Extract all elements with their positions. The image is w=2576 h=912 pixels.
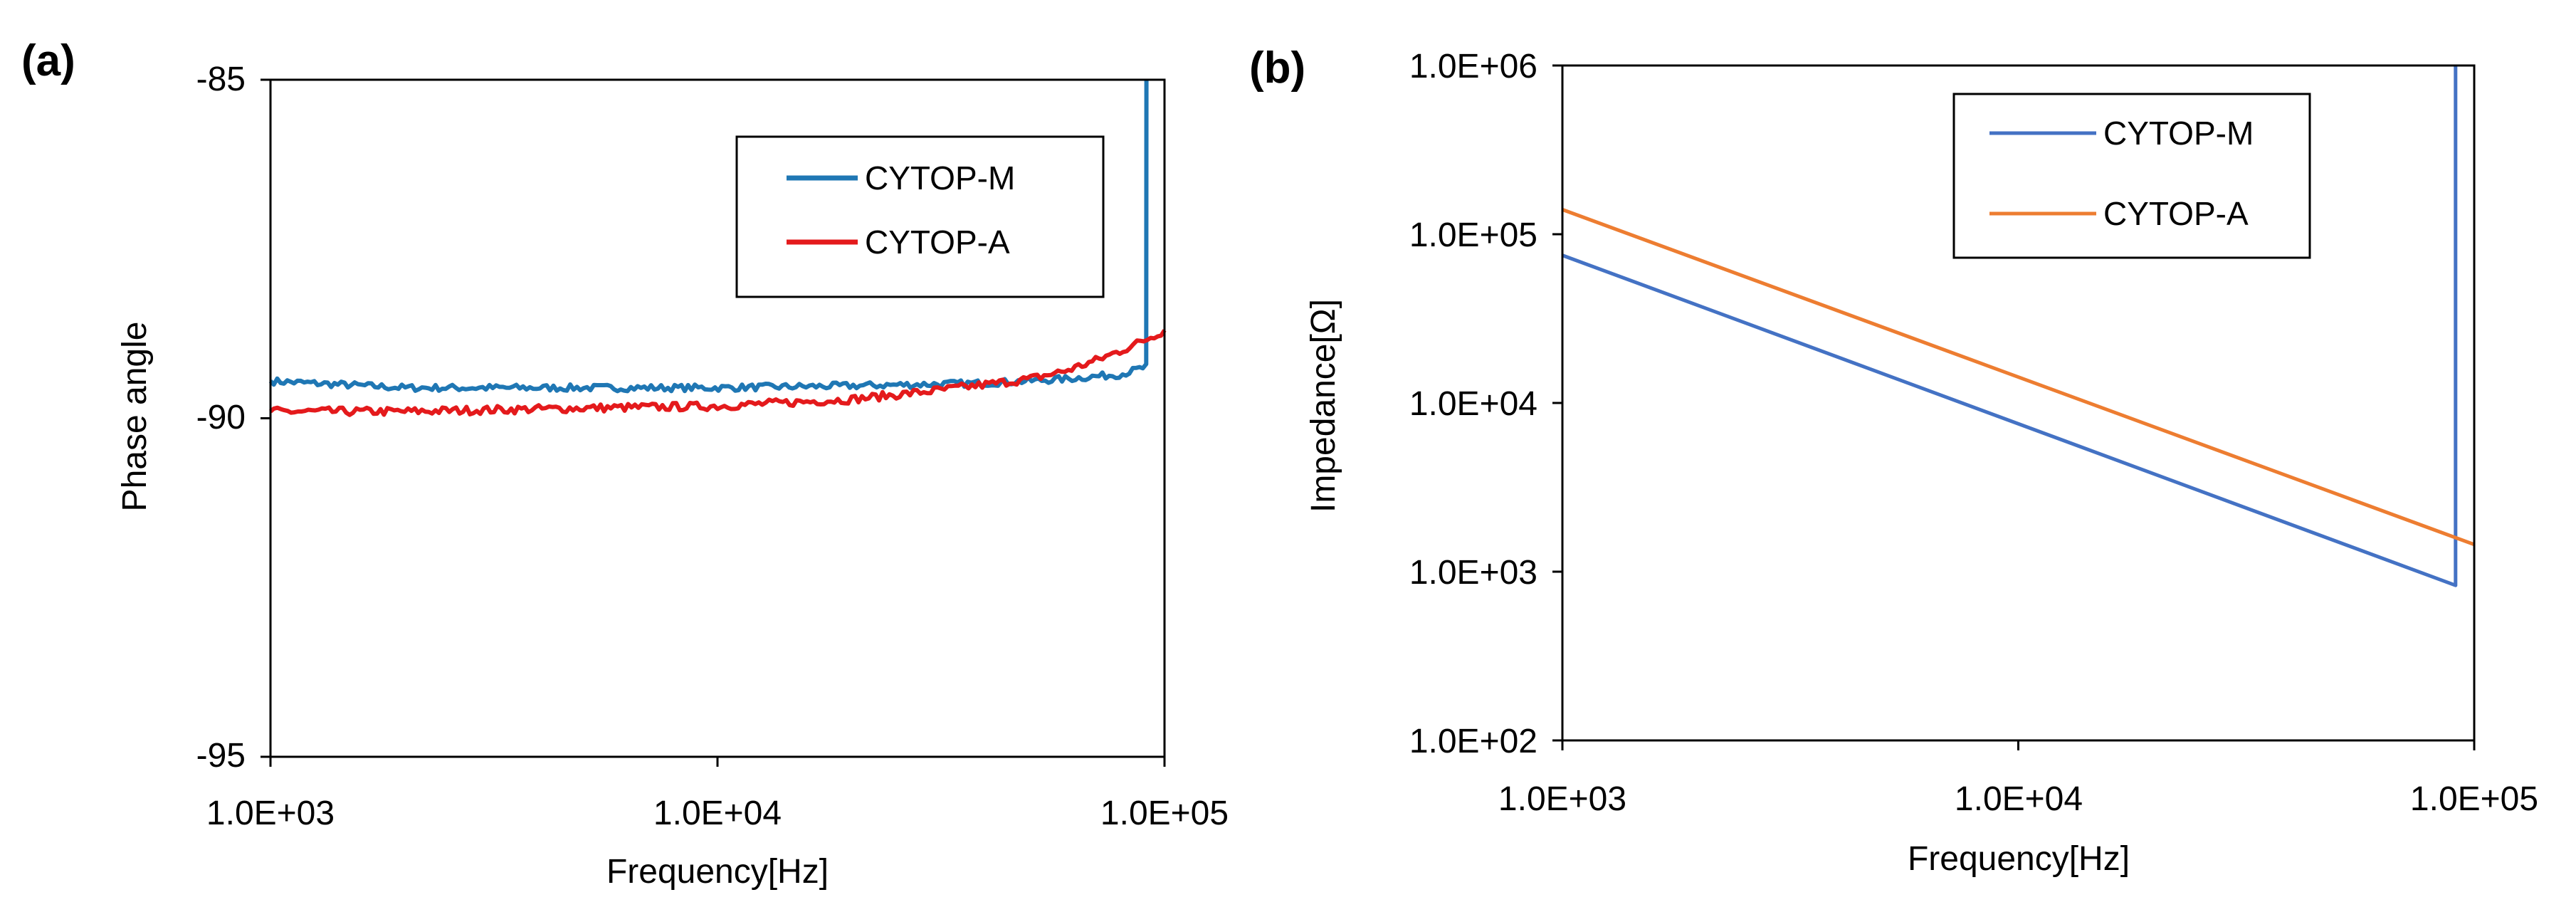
y-axis-label: Phase angle [116,322,154,512]
legend-box [1952,93,2311,259]
x-tick-label: 1.0E+05 [2410,780,2538,818]
x-tick-labels: 1.0E+03 1.0E+04 1.0E+05 [1498,780,2538,818]
y-tick-label: -85 [196,61,246,98]
y-axis-label: Impedance[Ω] [1305,299,1342,513]
series-line-cytop-a [269,329,1167,417]
x-axis-label: Frequency[Hz] [606,853,829,891]
x-tick-label: 1.0E+05 [1100,795,1229,832]
series-group [268,79,1167,417]
series-group [1562,65,2475,587]
x-axis-label: Frequency[Hz] [1908,840,2130,878]
x-tick-labels: 1.0E+03 1.0E+04 1.0E+05 [206,795,1229,832]
chart-panel-b: (b) 1.0E+06 1.0E+05 1.0E+04 1.0E+03 1.0E… [1249,43,2538,878]
legend-label-cytop-m: CYTOP-M [865,159,1015,196]
y-tick-label: 1.0E+05 [1409,216,1537,254]
x-tick-label: 1.0E+04 [1955,780,2083,818]
series-line-cytop-a [1562,208,2475,547]
legend: CYTOP-M CYTOP-A [1952,93,2311,259]
chart-panel-a: (a) -85 -90 -95 1.0E+03 1.0E+04 1.0E+05 … [21,36,1229,891]
plot-frame [269,78,1166,758]
panel-label-b: (b) [1249,43,1305,93]
tick-marks [1552,64,2476,750]
x-tick-label: 1.0E+04 [653,795,782,832]
legend-box [735,135,1105,298]
y-tick-label: 1.0E+03 [1409,554,1537,592]
x-tick-label: 1.0E+03 [1498,780,1626,818]
y-tick-label: -90 [196,399,246,436]
legend-label-cytop-m: CYTOP-M [2103,115,2254,152]
y-tick-labels: 1.0E+06 1.0E+05 1.0E+04 1.0E+03 1.0E+02 [1409,48,1537,760]
plot-frame [1561,64,2476,742]
y-tick-label: 1.0E+06 [1409,48,1537,85]
x-tick-label: 1.0E+03 [206,795,335,832]
legend: CYTOP-M CYTOP-A [735,135,1105,298]
panel-label-a: (a) [21,36,75,85]
legend-label-cytop-a: CYTOP-A [865,224,1010,261]
y-tick-labels: -85 -90 -95 [196,61,246,775]
legend-label-cytop-a: CYTOP-A [2103,195,2249,232]
series-line-cytop-m [1562,65,2458,587]
tick-marks [261,78,1166,767]
y-tick-label: 1.0E+02 [1409,723,1537,760]
y-tick-label: -95 [196,737,246,775]
y-tick-label: 1.0E+04 [1409,385,1537,423]
